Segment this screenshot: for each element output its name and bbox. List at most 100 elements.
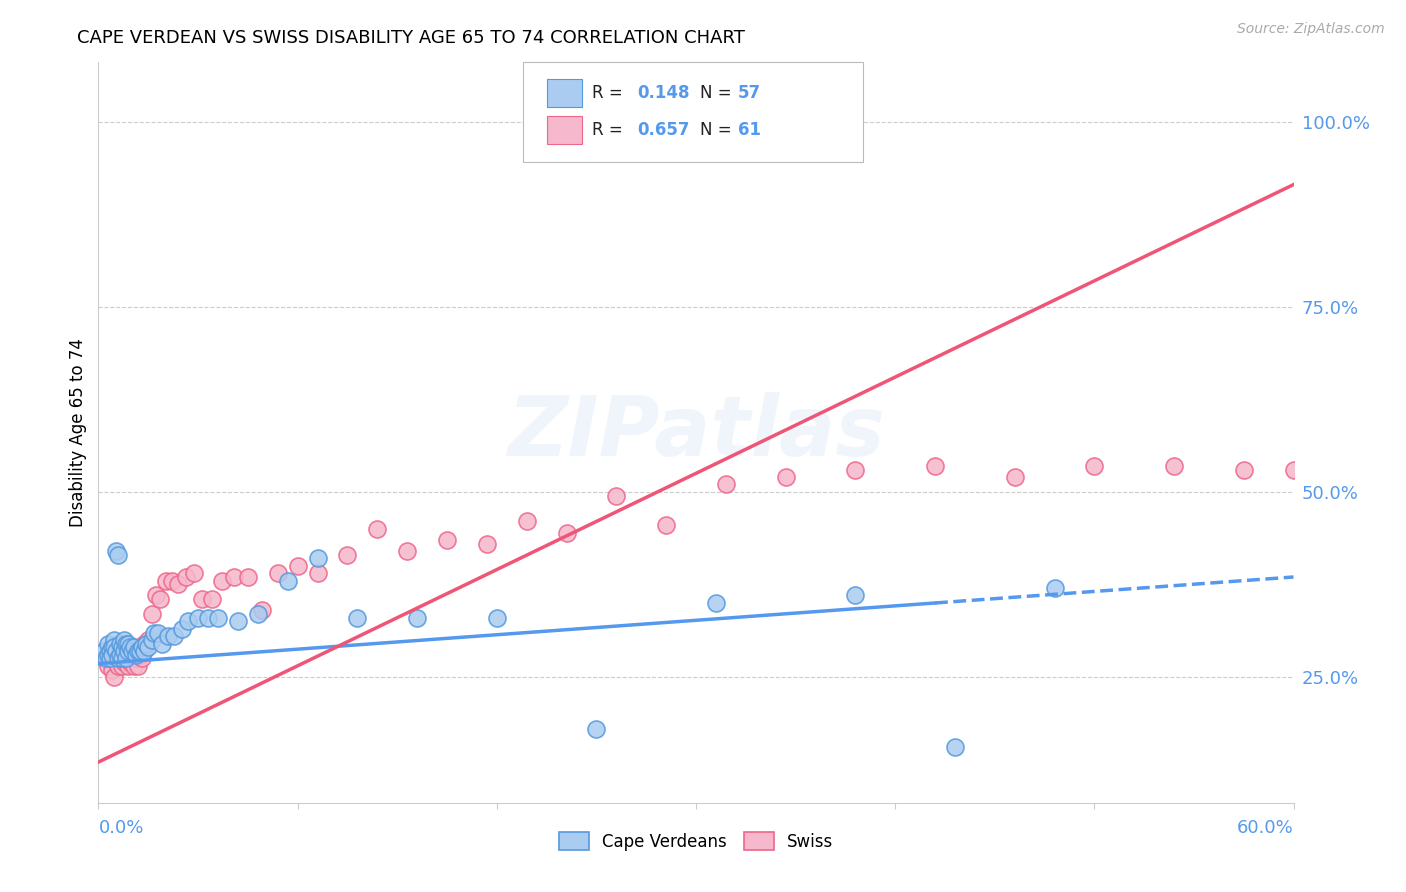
Point <box>1322 467 1344 481</box>
Point <box>555 525 578 540</box>
Point <box>267 566 290 581</box>
Point <box>704 596 727 610</box>
Point <box>485 610 508 624</box>
Text: CAPE VERDEAN VS SWISS DISABILITY AGE 65 TO 74 CORRELATION CHART: CAPE VERDEAN VS SWISS DISABILITY AGE 65 … <box>77 29 745 46</box>
Point <box>655 518 678 533</box>
Text: 0.0%: 0.0% <box>98 820 143 838</box>
Point <box>97 648 120 662</box>
Point <box>1004 470 1026 484</box>
Text: 0.657: 0.657 <box>637 120 690 139</box>
Point <box>103 670 125 684</box>
Point <box>115 637 138 651</box>
Point <box>150 637 173 651</box>
Point <box>93 651 115 665</box>
Point <box>1282 462 1305 476</box>
Point <box>177 615 200 629</box>
Point <box>307 566 329 581</box>
Text: R =: R = <box>592 120 628 139</box>
Point <box>110 637 132 651</box>
Text: Source: ZipAtlas.com: Source: ZipAtlas.com <box>1237 22 1385 37</box>
Point <box>98 651 122 665</box>
Point <box>211 574 233 588</box>
Point <box>136 632 159 647</box>
Point <box>844 589 866 603</box>
Point <box>127 644 149 658</box>
Point <box>107 651 129 665</box>
Point <box>124 640 146 655</box>
Point <box>93 644 115 658</box>
Point <box>110 648 132 662</box>
Point <box>246 607 269 621</box>
Point <box>475 536 498 550</box>
Point <box>366 522 388 536</box>
Point <box>111 651 134 665</box>
Point <box>135 637 157 651</box>
Point <box>336 548 359 562</box>
Point <box>160 574 183 588</box>
Point <box>1233 462 1256 476</box>
Point <box>96 651 118 665</box>
Point <box>141 632 163 647</box>
Text: ZIPatlas: ZIPatlas <box>508 392 884 473</box>
Point <box>98 651 122 665</box>
Legend: Cape Verdeans, Swiss: Cape Verdeans, Swiss <box>553 825 839 857</box>
Point <box>112 644 135 658</box>
Point <box>111 640 134 655</box>
Point <box>187 610 209 624</box>
Point <box>101 648 124 662</box>
Point <box>516 515 538 529</box>
Point <box>585 722 607 736</box>
Point <box>131 640 153 655</box>
Point <box>124 658 146 673</box>
Point <box>98 644 122 658</box>
Point <box>174 570 197 584</box>
Point <box>115 651 138 665</box>
Point <box>141 607 163 621</box>
Point <box>145 589 167 603</box>
Point <box>120 640 142 655</box>
Point <box>111 658 134 673</box>
Point <box>101 640 124 655</box>
Point <box>131 651 153 665</box>
Point <box>121 651 143 665</box>
Text: 61: 61 <box>738 120 761 139</box>
Text: 57: 57 <box>738 84 761 102</box>
Point <box>844 462 866 476</box>
Text: 60.0%: 60.0% <box>1237 820 1294 838</box>
Point <box>287 558 309 573</box>
Point <box>1163 458 1185 473</box>
Point <box>222 570 245 584</box>
Point <box>226 615 249 629</box>
Point <box>129 644 152 658</box>
Point <box>112 655 135 669</box>
Y-axis label: Disability Age 65 to 74: Disability Age 65 to 74 <box>69 338 87 527</box>
Text: R =: R = <box>592 84 628 102</box>
Point <box>103 632 125 647</box>
FancyBboxPatch shape <box>547 116 582 144</box>
Point <box>346 610 368 624</box>
Point <box>115 648 138 662</box>
Point <box>117 637 139 651</box>
Point <box>207 610 229 624</box>
Point <box>191 592 214 607</box>
Point <box>714 477 737 491</box>
Point <box>117 644 139 658</box>
Point <box>396 544 419 558</box>
Point <box>103 640 125 655</box>
Point <box>436 533 458 547</box>
Point <box>136 640 159 655</box>
Point <box>236 570 259 584</box>
Point <box>149 592 172 607</box>
Point <box>107 658 129 673</box>
Point <box>107 548 129 562</box>
Point <box>105 544 128 558</box>
Point <box>1402 474 1406 488</box>
Point <box>943 740 966 755</box>
Point <box>112 632 135 647</box>
Point <box>155 574 177 588</box>
Point <box>143 625 166 640</box>
Point <box>97 658 120 673</box>
Point <box>605 489 627 503</box>
Point <box>307 551 329 566</box>
Point <box>148 625 170 640</box>
